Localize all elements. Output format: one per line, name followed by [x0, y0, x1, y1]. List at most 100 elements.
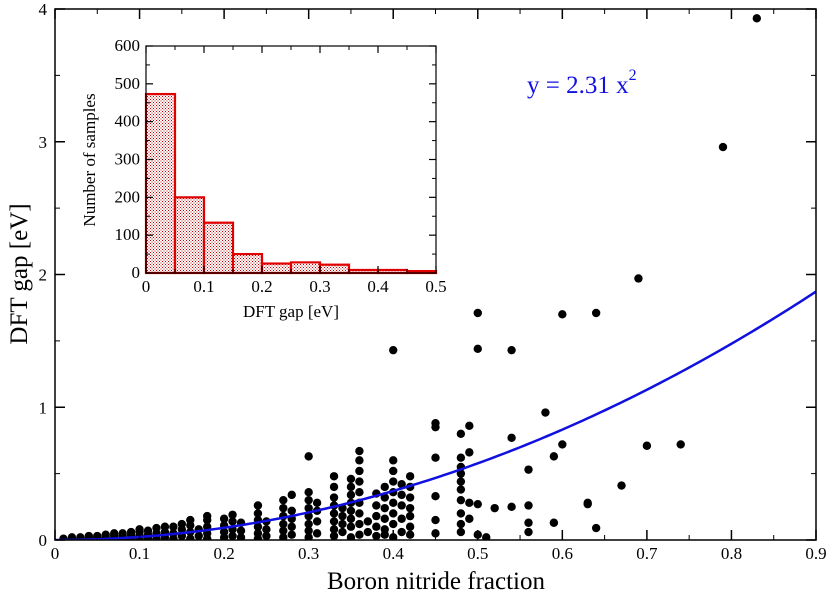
data-point: [507, 433, 516, 442]
histogram-bar: [318, 263, 351, 275]
data-point: [456, 519, 466, 529]
data-point: [304, 519, 313, 529]
main-y-axis-label: DFT gap [eV]: [6, 203, 33, 344]
data-point: [465, 448, 474, 457]
data-point: [397, 514, 406, 523]
data-point: [329, 482, 339, 492]
data-point: [355, 509, 364, 518]
inset-x-tick-label: 0.4: [367, 277, 389, 296]
data-point: [456, 527, 466, 537]
data-point: [405, 530, 415, 539]
inset-x-tick-label: 0.3: [309, 277, 330, 296]
data-point: [329, 472, 339, 481]
data-point: [126, 527, 136, 537]
data-point: [118, 529, 127, 538]
data-point: [76, 533, 85, 540]
data-point: [473, 344, 482, 354]
inset-y-tick-label: 400: [115, 112, 141, 131]
data-point: [59, 534, 68, 540]
data-point: [135, 525, 144, 534]
data-point: [287, 490, 296, 500]
inset-y-tick-label: 200: [115, 187, 141, 206]
data-point: [524, 465, 533, 474]
data-point: [397, 480, 406, 489]
data-point: [718, 142, 728, 152]
data-point: [482, 533, 491, 540]
data-point: [253, 522, 263, 531]
data-point: [473, 308, 482, 318]
x-tick-label: 0.5: [467, 544, 488, 563]
data-point: [372, 531, 381, 540]
data-point: [355, 466, 364, 476]
data-point: [591, 308, 601, 318]
data-point: [346, 514, 356, 523]
main-y-axis: 0 1 2 3 4: [39, 0, 816, 550]
data-point: [329, 517, 339, 526]
data-point: [490, 503, 499, 513]
data-point: [389, 477, 398, 486]
data-point: [549, 518, 559, 527]
x-tick-label: 0: [51, 544, 60, 563]
data-point: [186, 534, 195, 540]
data-point: [524, 527, 533, 537]
data-point: [431, 515, 440, 525]
data-point: [676, 440, 685, 449]
inset-x-axis: 0 0.1 0.2 0.3 0.4 0.5: [142, 46, 447, 296]
inset-y-tick-label: 600: [115, 36, 141, 55]
fit-equation-label: y = 2.31 x2: [527, 67, 637, 99]
data-point: [372, 501, 381, 510]
data-point: [524, 518, 533, 527]
data-point: [253, 529, 263, 538]
data-point: [380, 514, 389, 523]
x-tick-label: 0.2: [213, 544, 234, 563]
data-point: [507, 345, 516, 355]
main-x-axis-label: Boron nitride fraction: [327, 568, 545, 595]
data-point: [109, 529, 119, 538]
data-point: [456, 477, 466, 486]
inset-y-tick-label: 0: [132, 263, 141, 282]
data-point: [456, 485, 466, 494]
data-point: [465, 514, 474, 523]
data-point: [642, 441, 652, 450]
data-point: [456, 495, 466, 505]
data-point: [507, 502, 516, 512]
data-point: [405, 503, 415, 513]
data-point: [186, 515, 195, 525]
data-point: [279, 519, 288, 529]
data-point: [67, 533, 77, 540]
data-point: [338, 511, 347, 521]
data-point: [397, 527, 406, 537]
data-point: [346, 474, 356, 484]
data-point: [236, 526, 246, 535]
data-point: [524, 501, 533, 510]
data-point: [456, 429, 466, 438]
data-point: [101, 530, 110, 539]
data-point: [287, 522, 296, 531]
data-point: [228, 517, 237, 526]
data-point: [355, 519, 364, 529]
data-point: [338, 527, 347, 537]
data-point: [363, 527, 373, 537]
x-tick-label: 0.6: [552, 544, 573, 563]
data-point: [355, 456, 364, 465]
data-point: [389, 519, 398, 529]
histogram-bar: [260, 262, 293, 275]
data-point: [389, 498, 398, 508]
histogram-bar: [231, 252, 264, 275]
x-tick-label: 0.7: [636, 544, 658, 563]
data-point: [456, 509, 466, 518]
data-point: [372, 522, 381, 531]
x-tick-label: 0.9: [805, 544, 826, 563]
data-point: [228, 510, 237, 519]
data-point: [405, 472, 415, 481]
data-point: [456, 453, 466, 462]
scatter-points: [59, 14, 762, 540]
data-point: [312, 517, 322, 526]
x-tick-label: 0.8: [721, 544, 742, 563]
data-point: [203, 511, 212, 521]
data-point: [591, 523, 601, 533]
x-tick-label: 0.4: [383, 544, 405, 563]
data-point: [389, 509, 398, 518]
data-point: [465, 498, 474, 508]
fit-curve: [55, 290, 816, 540]
